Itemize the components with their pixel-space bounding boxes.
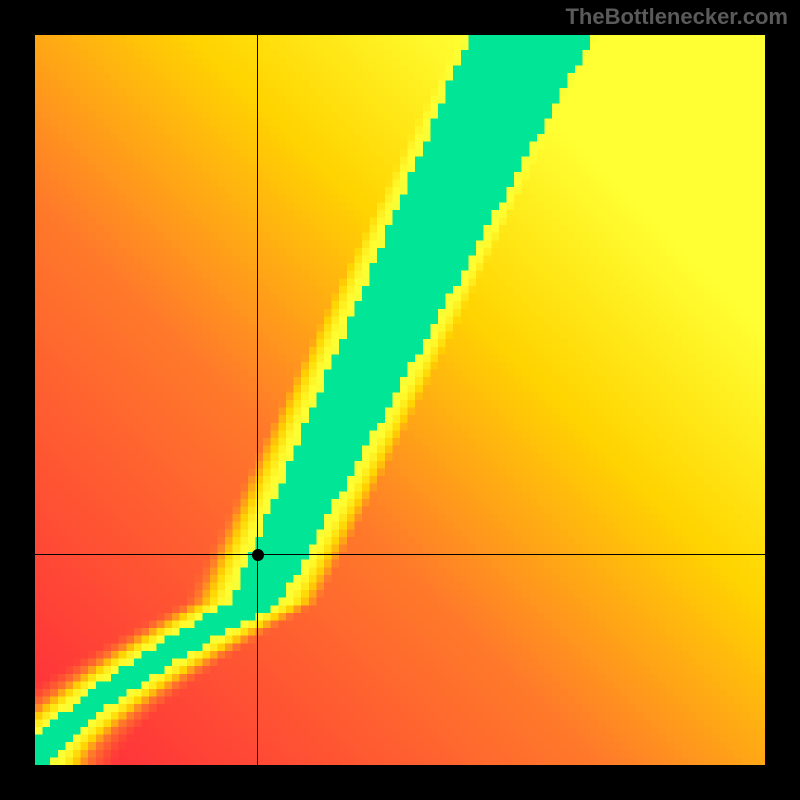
watermark-text: TheBottlenecker.com [565,4,788,30]
figure-container: TheBottlenecker.com [0,0,800,800]
crosshair-vertical [257,35,258,765]
crosshair-marker [252,549,264,561]
crosshair-horizontal [35,554,765,555]
bottleneck-heatmap [35,35,765,765]
